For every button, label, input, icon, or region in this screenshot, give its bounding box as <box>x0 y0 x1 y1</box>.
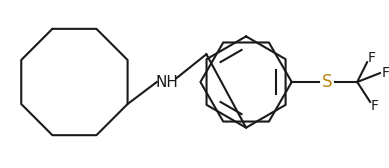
Text: F: F <box>382 66 389 80</box>
Text: NH: NH <box>155 75 178 90</box>
Text: F: F <box>371 99 379 113</box>
Text: S: S <box>322 73 333 91</box>
Text: F: F <box>368 51 376 65</box>
